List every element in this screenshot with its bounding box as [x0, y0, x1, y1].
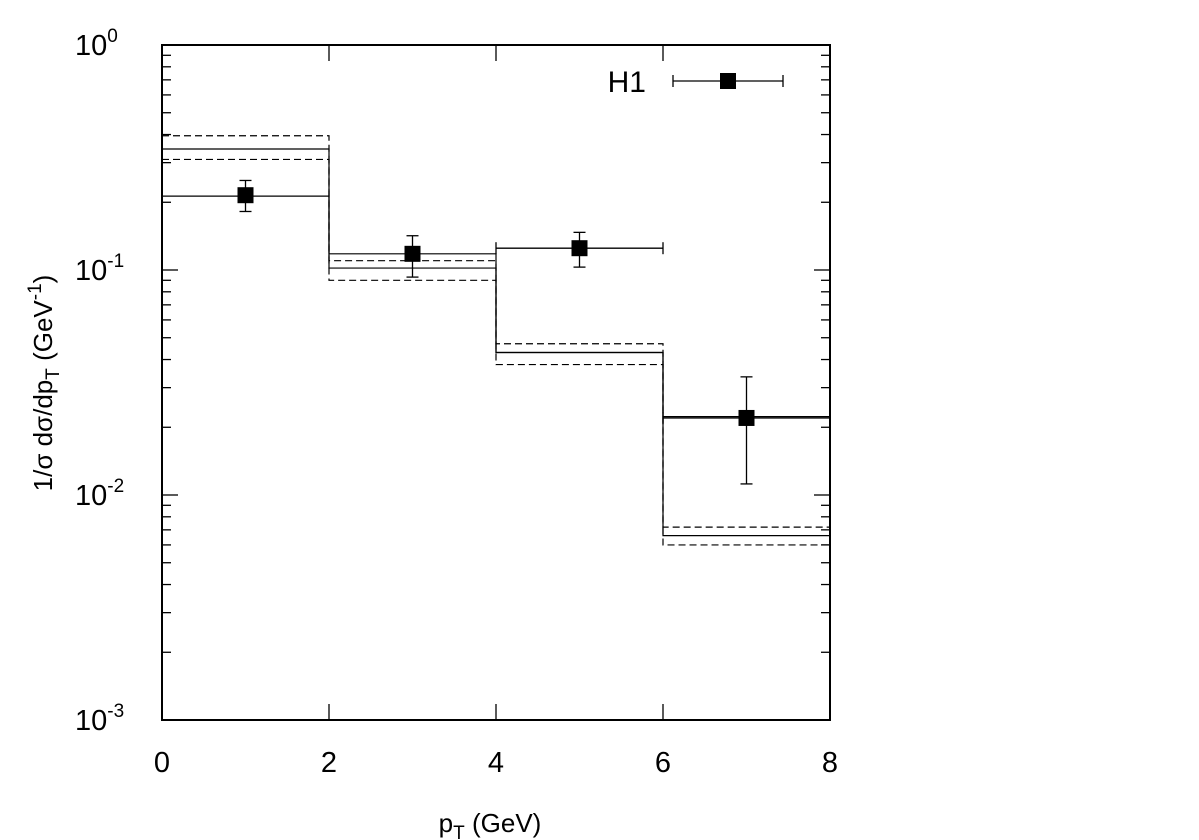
y-axis-title: 1/σ dσ/dpT (GeV-1)	[25, 275, 64, 492]
x-tick-label: 2	[321, 747, 337, 779]
x-tick-label: 6	[655, 747, 671, 779]
y-tick-labels: 100 10-1 10-2 10-3	[75, 26, 124, 737]
dashed-histogram	[162, 158, 830, 546]
legend-label: H1	[608, 66, 646, 99]
data-point	[237, 179, 254, 213]
histogram-lines	[162, 135, 830, 546]
tick-marks	[161, 45, 831, 721]
dashed-histogram	[162, 135, 830, 528]
point-marker	[237, 187, 254, 204]
legend: H1	[608, 66, 784, 99]
x-tick-label: 8	[822, 747, 838, 779]
data-points	[237, 179, 831, 485]
legend-marker	[720, 73, 736, 89]
data-point	[404, 235, 421, 278]
plot-frame	[161, 44, 831, 721]
point-marker	[738, 409, 755, 426]
data-point	[495, 231, 664, 268]
y-tick-label: 100	[75, 26, 118, 62]
x-tick-label: 4	[488, 747, 504, 779]
y-tick-label: 10-2	[75, 476, 124, 512]
x-tick-labels: 0 2 4 6 8	[154, 747, 838, 779]
point-marker	[404, 245, 421, 262]
x-axis-title: pT (GeV)	[439, 808, 542, 840]
point-marker	[571, 240, 588, 257]
x-tick-label: 0	[154, 747, 170, 779]
solid-histogram	[162, 195, 830, 418]
y-tick-label: 10-1	[75, 251, 124, 287]
y-tick-label: 10-3	[75, 701, 124, 737]
data-point	[662, 376, 831, 485]
